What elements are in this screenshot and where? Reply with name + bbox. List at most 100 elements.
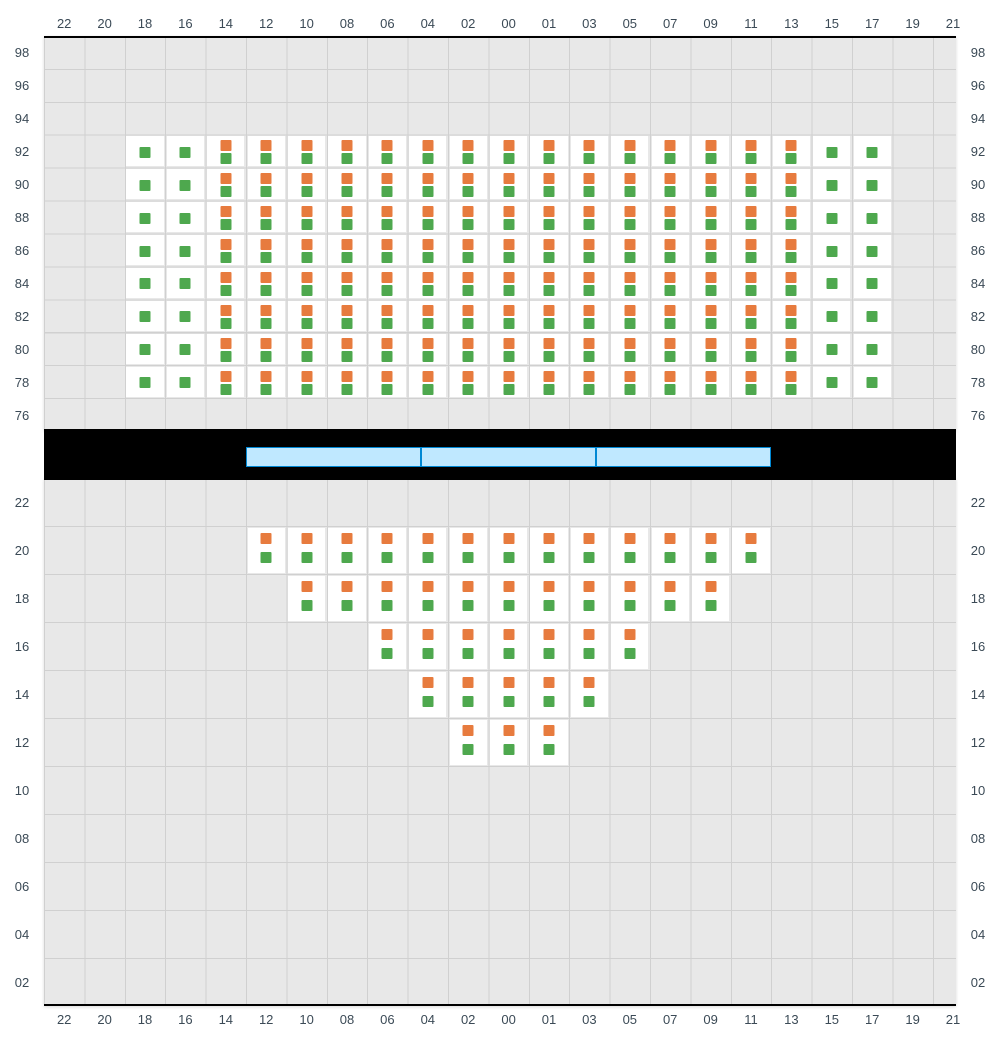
seat-both[interactable] xyxy=(692,202,729,232)
seat-green[interactable] xyxy=(167,136,204,166)
seat-both[interactable] xyxy=(207,202,244,232)
seat-green[interactable] xyxy=(813,136,850,166)
seat-both[interactable] xyxy=(732,367,769,397)
seat-both[interactable] xyxy=(248,367,285,397)
seat-both[interactable] xyxy=(490,576,527,621)
seat-both[interactable] xyxy=(571,672,608,717)
seat-both[interactable] xyxy=(369,268,406,298)
seat-both[interactable] xyxy=(773,169,810,199)
seat-green[interactable] xyxy=(167,202,204,232)
seat-both[interactable] xyxy=(248,136,285,166)
seat-both[interactable] xyxy=(328,169,365,199)
seat-both[interactable] xyxy=(611,235,648,265)
seat-green[interactable] xyxy=(854,301,891,331)
seat-both[interactable] xyxy=(450,624,487,669)
seat-both[interactable] xyxy=(571,169,608,199)
seat-both[interactable] xyxy=(773,136,810,166)
seat-both[interactable] xyxy=(207,268,244,298)
seat-both[interactable] xyxy=(732,169,769,199)
seat-both[interactable] xyxy=(288,576,325,621)
seat-both[interactable] xyxy=(409,136,446,166)
seat-both[interactable] xyxy=(732,301,769,331)
seat-both[interactable] xyxy=(450,576,487,621)
seat-green[interactable] xyxy=(167,169,204,199)
seat-both[interactable] xyxy=(369,301,406,331)
seat-green[interactable] xyxy=(126,367,163,397)
seat-both[interactable] xyxy=(652,268,689,298)
seat-both[interactable] xyxy=(409,367,446,397)
seat-both[interactable] xyxy=(450,235,487,265)
seat-both[interactable] xyxy=(732,268,769,298)
seat-both[interactable] xyxy=(248,235,285,265)
seat-both[interactable] xyxy=(328,235,365,265)
seat-both[interactable] xyxy=(288,334,325,364)
seat-both[interactable] xyxy=(490,268,527,298)
seat-both[interactable] xyxy=(490,334,527,364)
seat-both[interactable] xyxy=(450,301,487,331)
seat-both[interactable] xyxy=(571,136,608,166)
seat-green[interactable] xyxy=(854,235,891,265)
seat-both[interactable] xyxy=(328,268,365,298)
seat-both[interactable] xyxy=(571,528,608,573)
seat-both[interactable] xyxy=(450,268,487,298)
seat-both[interactable] xyxy=(692,367,729,397)
seat-green[interactable] xyxy=(854,268,891,298)
seat-both[interactable] xyxy=(409,576,446,621)
seat-both[interactable] xyxy=(652,136,689,166)
seat-both[interactable] xyxy=(773,268,810,298)
seat-both[interactable] xyxy=(611,576,648,621)
seat-both[interactable] xyxy=(611,136,648,166)
seat-both[interactable] xyxy=(732,528,769,573)
seat-both[interactable] xyxy=(288,136,325,166)
seat-both[interactable] xyxy=(773,301,810,331)
seat-green[interactable] xyxy=(854,136,891,166)
seat-both[interactable] xyxy=(692,235,729,265)
seat-both[interactable] xyxy=(652,576,689,621)
seat-both[interactable] xyxy=(732,202,769,232)
seat-both[interactable] xyxy=(409,235,446,265)
seat-both[interactable] xyxy=(571,301,608,331)
seat-both[interactable] xyxy=(611,169,648,199)
seat-green[interactable] xyxy=(167,367,204,397)
seat-green[interactable] xyxy=(854,202,891,232)
seat-both[interactable] xyxy=(692,301,729,331)
seat-green[interactable] xyxy=(126,169,163,199)
seat-both[interactable] xyxy=(490,169,527,199)
seat-both[interactable] xyxy=(328,202,365,232)
seat-both[interactable] xyxy=(207,334,244,364)
seat-both[interactable] xyxy=(490,720,527,765)
seat-green[interactable] xyxy=(167,268,204,298)
seat-both[interactable] xyxy=(409,334,446,364)
seat-both[interactable] xyxy=(692,268,729,298)
seat-both[interactable] xyxy=(207,301,244,331)
seat-both[interactable] xyxy=(248,202,285,232)
seat-both[interactable] xyxy=(490,301,527,331)
seat-green[interactable] xyxy=(126,301,163,331)
seat-both[interactable] xyxy=(530,334,567,364)
seat-both[interactable] xyxy=(207,136,244,166)
seat-both[interactable] xyxy=(652,334,689,364)
seat-both[interactable] xyxy=(571,576,608,621)
seat-both[interactable] xyxy=(369,202,406,232)
seat-both[interactable] xyxy=(328,367,365,397)
seat-both[interactable] xyxy=(611,202,648,232)
seat-both[interactable] xyxy=(692,169,729,199)
seat-both[interactable] xyxy=(652,235,689,265)
seat-both[interactable] xyxy=(611,367,648,397)
seat-both[interactable] xyxy=(328,301,365,331)
seat-both[interactable] xyxy=(773,334,810,364)
seat-both[interactable] xyxy=(530,672,567,717)
seat-both[interactable] xyxy=(288,202,325,232)
seat-green[interactable] xyxy=(813,235,850,265)
seat-green[interactable] xyxy=(813,202,850,232)
seat-both[interactable] xyxy=(490,136,527,166)
seat-both[interactable] xyxy=(530,576,567,621)
seat-green[interactable] xyxy=(126,202,163,232)
seat-both[interactable] xyxy=(450,169,487,199)
seat-both[interactable] xyxy=(652,169,689,199)
seat-both[interactable] xyxy=(369,136,406,166)
seat-both[interactable] xyxy=(571,624,608,669)
seat-both[interactable] xyxy=(328,528,365,573)
seat-both[interactable] xyxy=(248,528,285,573)
seat-both[interactable] xyxy=(207,235,244,265)
